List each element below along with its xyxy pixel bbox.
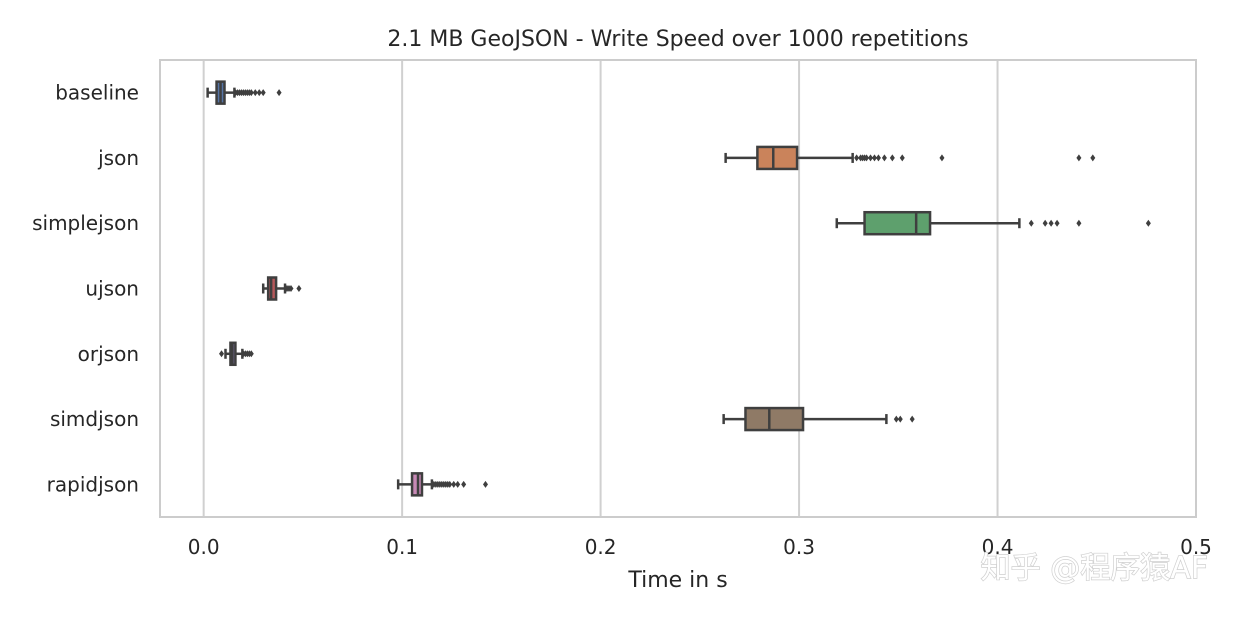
box-orjson (219, 341, 254, 367)
outlier-point (1054, 219, 1060, 227)
x-axis-tick-labels: 0.0 0.1 0.2 0.3 0.4 0.5 (188, 535, 1212, 559)
outlier-point (482, 480, 488, 488)
box-simdjson (722, 406, 915, 432)
outlier-point (219, 350, 225, 358)
box-iqr (744, 406, 805, 432)
outlier-point (893, 415, 899, 423)
grid-lines (202, 60, 1197, 517)
outlier-point (1028, 219, 1034, 227)
outlier-point (455, 480, 461, 488)
outlier-point (1076, 219, 1082, 227)
outlier-point (461, 480, 467, 488)
box-ujson (261, 276, 302, 301)
y-tick-label: json (97, 146, 139, 170)
outlier-point (909, 415, 915, 423)
x-tick-label: 0.2 (585, 535, 617, 559)
y-tick-label: ujson (85, 277, 139, 301)
y-tick-label: rapidjson (47, 472, 139, 496)
box-json (724, 145, 1096, 171)
outlier-point (248, 350, 254, 358)
outlier-point (897, 415, 903, 423)
y-tick-label: simdjson (50, 407, 139, 431)
outlier-point (871, 154, 877, 162)
box-plots (206, 80, 1151, 497)
chart-title: 2.1 MB GeoJSON - Write Speed over 1000 r… (387, 27, 968, 52)
box-rapidjson (396, 472, 488, 497)
outlier-point (451, 480, 457, 488)
box-simplejson (835, 210, 1151, 236)
outlier-point (296, 285, 302, 292)
x-tick-label: 0.3 (783, 535, 815, 559)
outlier-point (1048, 219, 1054, 227)
outlier-point (248, 89, 254, 97)
plot-area-frame (159, 59, 1197, 518)
outlier-point (864, 154, 870, 162)
x-tick-label: 0.4 (982, 535, 1014, 559)
y-tick-label: baseline (55, 81, 139, 105)
outlier-point (252, 89, 258, 97)
outlier-point (854, 154, 860, 162)
outlier-point (1145, 219, 1151, 227)
outlier-point (868, 154, 874, 162)
outlier-point (1076, 154, 1082, 162)
outlier-point (899, 154, 905, 162)
x-tick-label: 0.1 (386, 535, 418, 559)
box-iqr (756, 145, 799, 171)
outlier-point (1042, 219, 1048, 227)
outlier-point (881, 154, 887, 162)
x-tick-label: 0.5 (1180, 535, 1212, 559)
outlier-point (447, 480, 453, 488)
y-tick-label: orjson (78, 342, 139, 366)
outlier-point (889, 154, 895, 162)
outlier-point (1090, 154, 1096, 162)
box-baseline (206, 80, 282, 105)
outlier-point (875, 154, 881, 162)
box-iqr (863, 210, 932, 236)
y-axis-tick-labels: baseline json simplejson ujson orjson simdjso… (32, 81, 139, 497)
outlier-point (276, 89, 282, 97)
watermark: 知乎 @程序猿AF (981, 551, 1208, 586)
outlier-point (256, 89, 262, 97)
x-tick-label: 0.0 (188, 535, 220, 559)
y-tick-label: simplejson (32, 211, 139, 235)
outlier-point (939, 154, 945, 162)
outlier-point (260, 89, 266, 97)
outlier-point (288, 285, 294, 292)
x-axis-label: Time in s (627, 568, 727, 593)
